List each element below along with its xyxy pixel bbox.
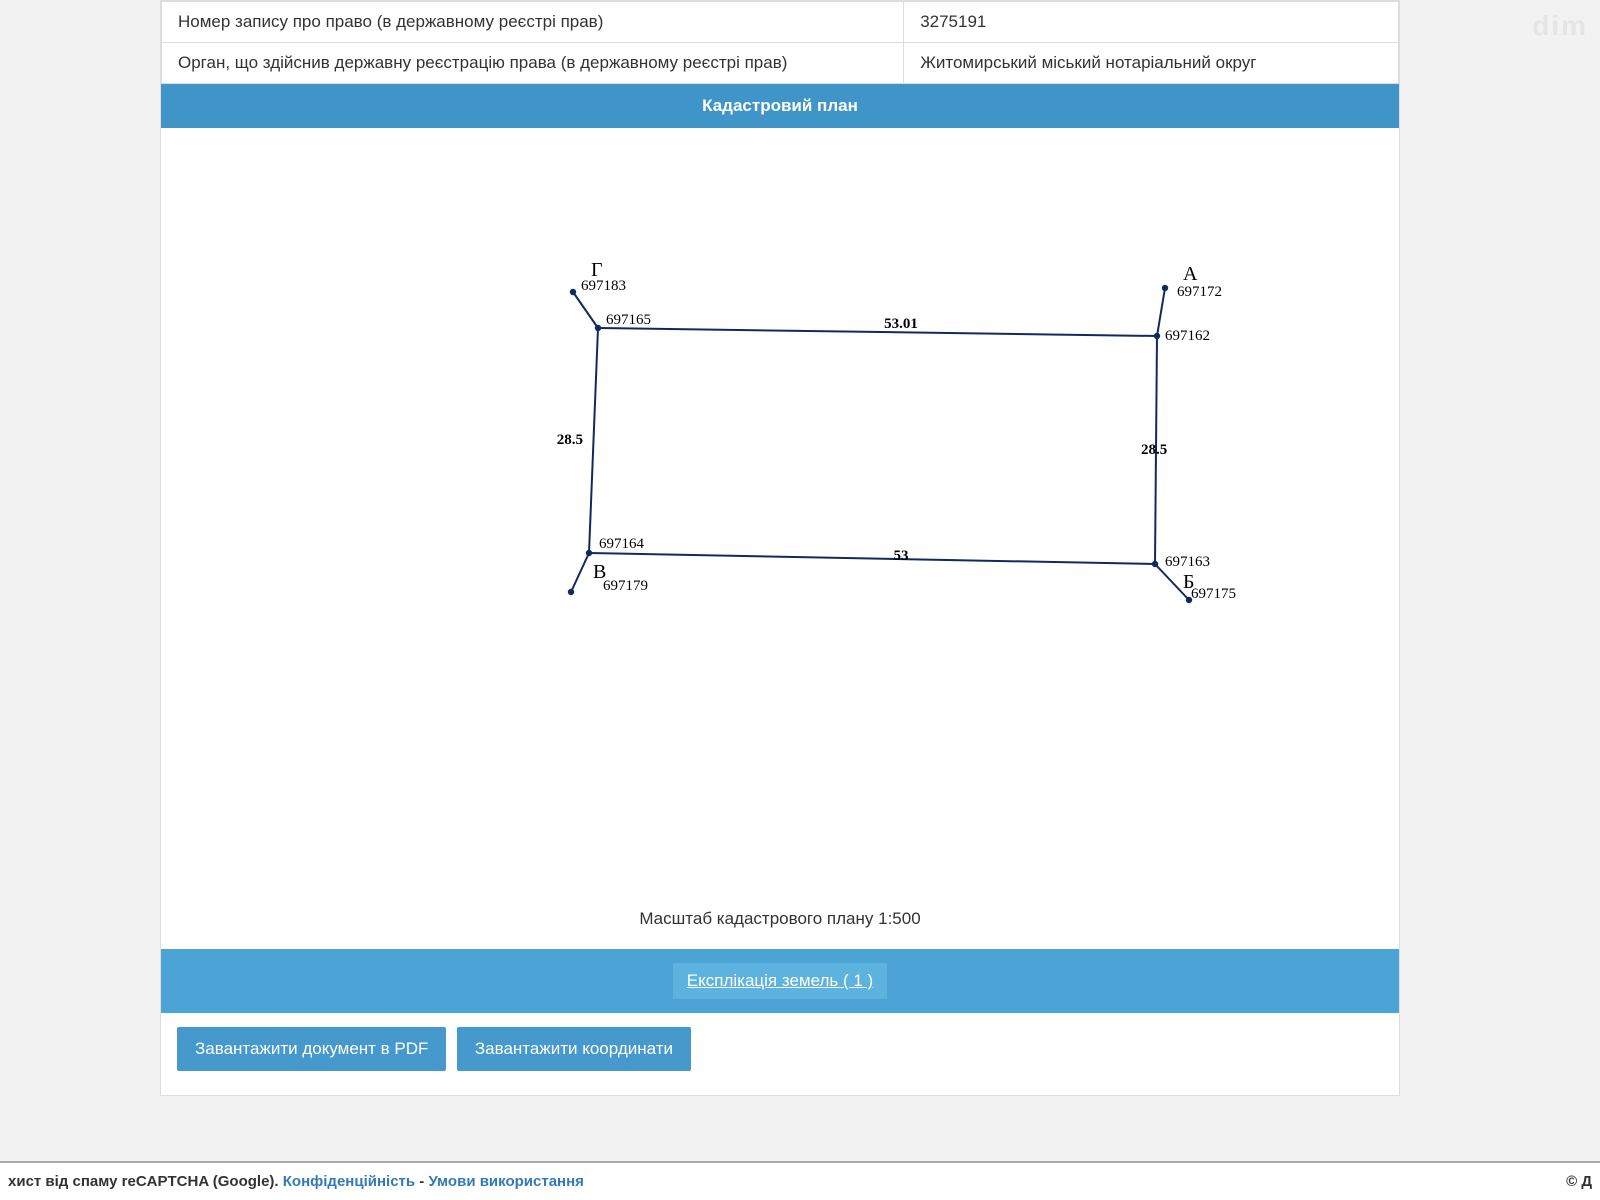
info-label: Номер запису про право (в державному реє… (162, 2, 904, 43)
table-row: Орган, що здійснив державну реєстрацію п… (162, 43, 1399, 84)
svg-text:28.5: 28.5 (1141, 442, 1167, 458)
svg-text:В: В (593, 561, 606, 583)
table-row: Номер запису про право (в державному реє… (162, 2, 1399, 43)
svg-text:697164: 697164 (599, 536, 645, 552)
svg-text:697163: 697163 (1165, 554, 1210, 570)
svg-text:697175: 697175 (1191, 586, 1236, 602)
svg-text:697162: 697162 (1165, 328, 1210, 344)
cadastral-plan-svg: 697165 697162 697163 697164 697183Г 697172А 69… (161, 128, 1401, 888)
svg-text:697172: 697172 (1177, 284, 1222, 300)
svg-text:28.5: 28.5 (557, 432, 583, 448)
svg-text:697183: 697183 (581, 278, 626, 294)
download-pdf-button[interactable]: Завантажити документ в PDF (177, 1027, 446, 1071)
svg-text:Б: Б (1183, 571, 1194, 593)
svg-text:697179: 697179 (603, 578, 648, 594)
svg-text:А: А (1183, 263, 1198, 285)
scale-label: Масштаб кадастрового плану 1:500 (161, 893, 1399, 949)
cadastral-panel: Номер запису про право (в державному реє… (160, 0, 1400, 1096)
download-row: Завантажити документ в PDF Завантажити к… (161, 1013, 1399, 1095)
cadastral-plan-header: Кадастровий план (161, 84, 1399, 128)
explication-bar: Експлікація земель ( 1 ) (161, 949, 1399, 1013)
info-value: Житомирський міський нотаріальний округ (904, 43, 1399, 84)
footer-copyright: © Д (1566, 1173, 1592, 1190)
download-coords-button[interactable]: Завантажити координати (457, 1027, 691, 1071)
footer-terms-link[interactable]: Умови використання (428, 1173, 583, 1190)
svg-text:53: 53 (894, 548, 909, 564)
footer: хист від спаму reCAPTCHA (Google). Конфі… (0, 1161, 1600, 1200)
info-table: Номер запису про право (в державному реє… (161, 1, 1399, 84)
svg-text:53.01: 53.01 (884, 316, 918, 332)
info-label: Орган, що здійснив державну реєстрацію п… (162, 43, 904, 84)
footer-privacy-link[interactable]: Конфіденційність (283, 1173, 415, 1190)
info-value: 3275191 (904, 2, 1399, 43)
svg-text:Г: Г (591, 259, 603, 281)
svg-text:697165: 697165 (606, 312, 651, 328)
footer-recaptcha-text: хист від спаму reCAPTCHA (Google). (8, 1173, 283, 1190)
footer-left: хист від спаму reCAPTCHA (Google). Конфі… (8, 1173, 584, 1190)
cadastral-plan-area: 697165 697162 697163 697164 697183Г 697172А 69… (161, 128, 1399, 949)
explication-link[interactable]: Експлікація земель ( 1 ) (673, 963, 887, 999)
watermark: dim (1532, 10, 1588, 42)
